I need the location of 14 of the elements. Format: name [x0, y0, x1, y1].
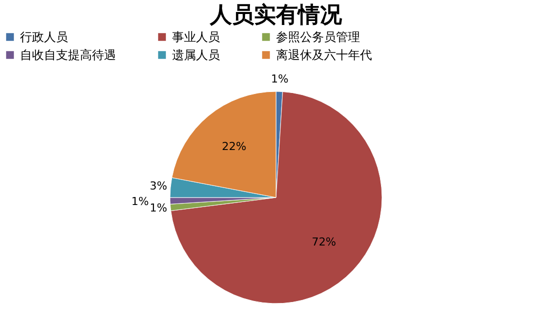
legend-label: 遗属人员 [172, 48, 220, 62]
legend-label: 事业人员 [172, 30, 220, 44]
legend-label: 行政人员 [20, 30, 68, 44]
data-label: 1% [150, 202, 168, 215]
legend-label: 自收自支提高待遇 [20, 48, 116, 62]
legend-label: 参照公务员管理 [276, 30, 360, 44]
data-label: 72% [312, 235, 336, 248]
data-label: 22% [222, 140, 246, 153]
data-label: 3% [150, 179, 168, 192]
pie-slice [170, 91, 382, 304]
chart-title: 人员实有情况 [209, 2, 343, 28]
legend-label: 离退休及六十年代 [276, 48, 372, 62]
data-label: 1% [131, 194, 149, 208]
data-label: 1% [270, 72, 288, 86]
